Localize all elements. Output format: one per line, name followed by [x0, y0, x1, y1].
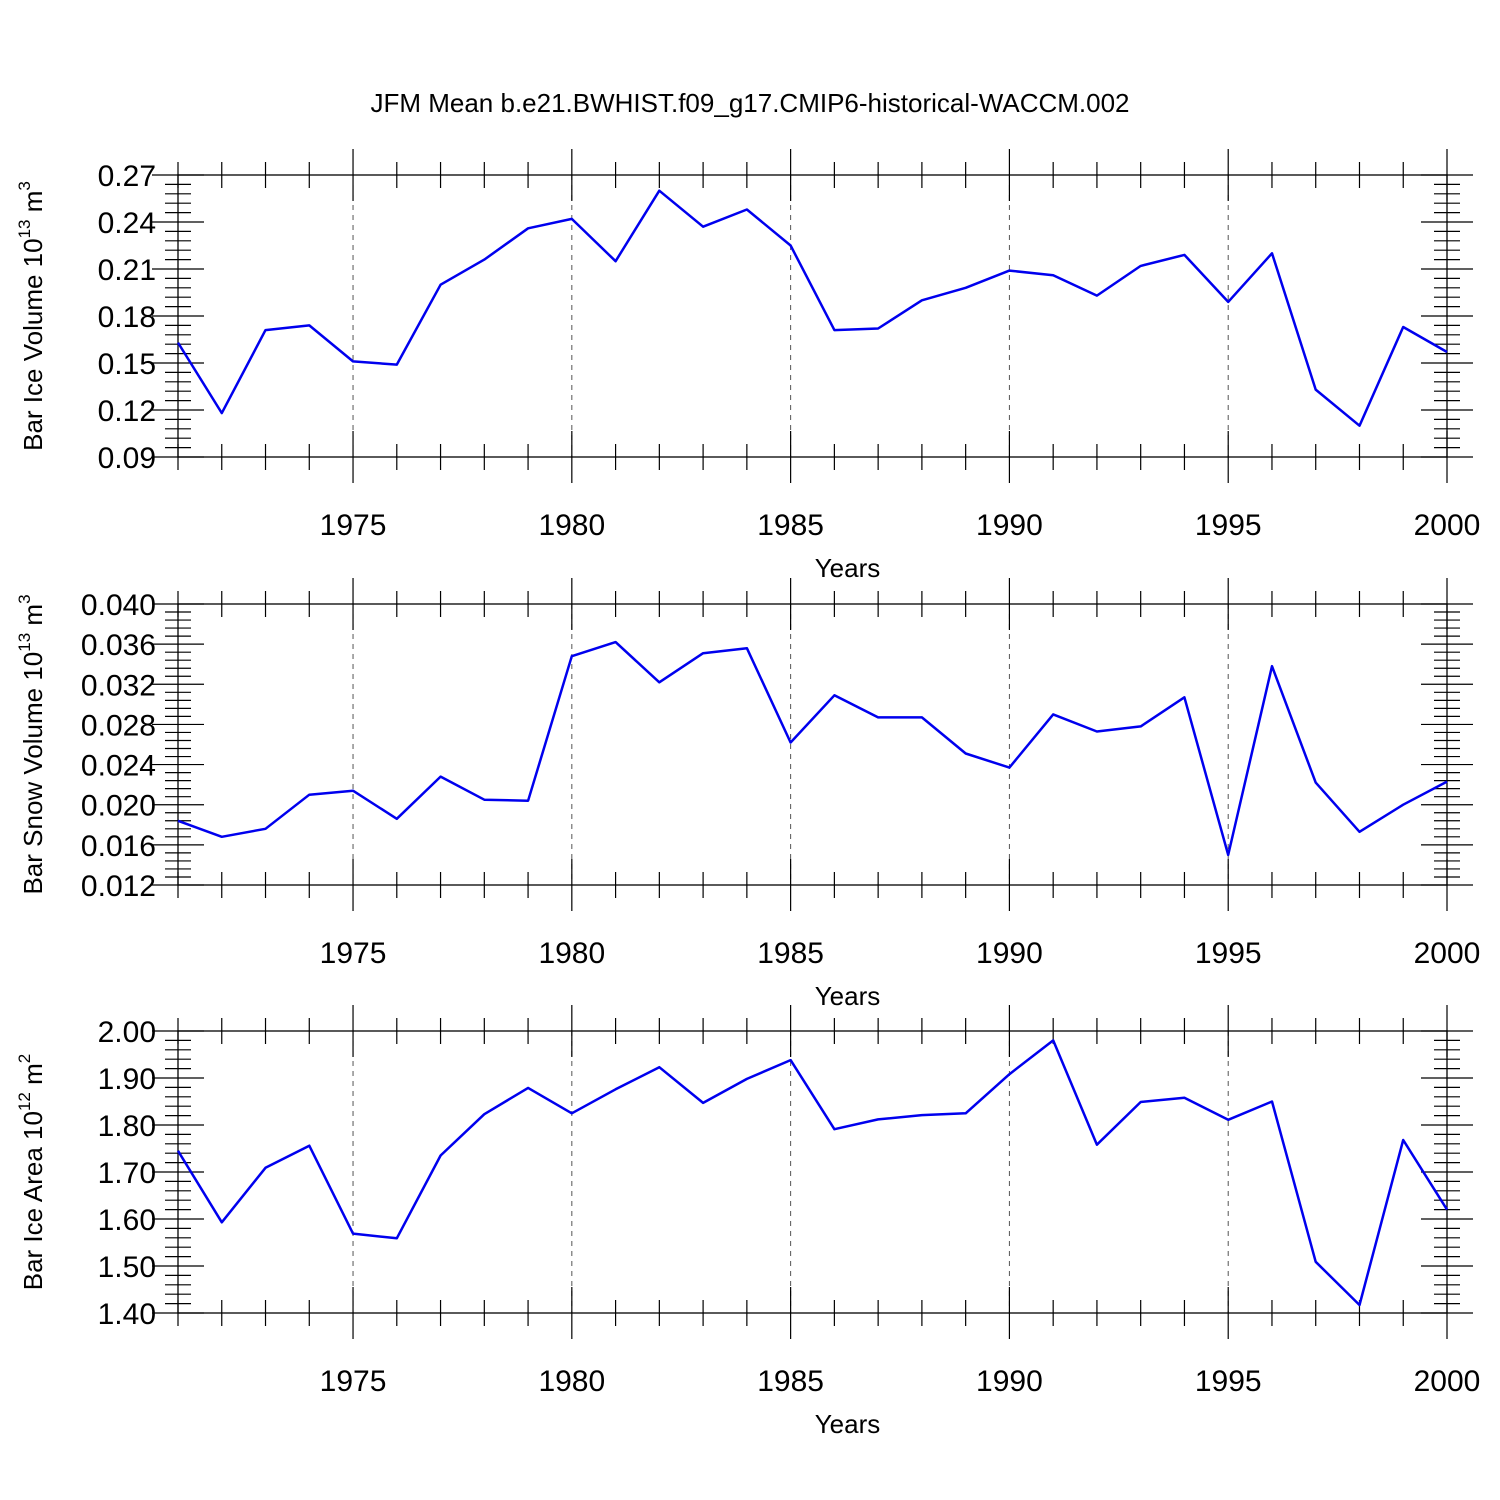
y-tick-label: 0.012 — [81, 870, 156, 903]
x-tick-label: 1985 — [757, 509, 824, 542]
y-tick-label: 0.18 — [98, 301, 156, 334]
y-tick-label: 0.024 — [81, 750, 156, 783]
x-tick-label: 1990 — [976, 509, 1043, 542]
y-tick-label: 0.016 — [81, 830, 156, 863]
panels: 1975 1980 1985 1990 1995 2000 Years 0.09 0.12 0.1… — [15, 149, 1480, 1439]
x-tick-label: 2000 — [1414, 1365, 1481, 1398]
x-tick-label: 2000 — [1414, 937, 1481, 970]
x-axis-label: Years — [815, 1409, 881, 1439]
y-tick-label: 0.21 — [98, 254, 156, 287]
y-tick-label: 0.09 — [98, 442, 156, 475]
x-tick-label: 1985 — [757, 1365, 824, 1398]
x-tick-label: 1990 — [976, 937, 1043, 970]
y-tick-label: 1.40 — [98, 1298, 156, 1331]
y-axis-label: Bar Snow Volume 1013 m3 — [15, 594, 48, 894]
y-tick-label: 0.24 — [98, 207, 156, 240]
y-tick-label: 0.12 — [98, 395, 156, 428]
x-tick-label: 1980 — [538, 509, 605, 542]
y-tick-label: 2.00 — [98, 1016, 156, 1049]
x-tick-label: 1995 — [1195, 937, 1262, 970]
y-tick-label: 0.032 — [81, 669, 156, 702]
x-tick-label: 1990 — [976, 1365, 1043, 1398]
y-tick-label: 0.15 — [98, 348, 156, 381]
x-tick-label: 1975 — [320, 1365, 387, 1398]
figure-title: JFM Mean b.e21.BWHIST.f09_g17.CMIP6-hist… — [370, 88, 1129, 118]
y-tick-label: 0.028 — [81, 709, 156, 742]
plot-frame — [177, 174, 1448, 458]
y-tick-label: 1.60 — [98, 1204, 156, 1237]
data-line-1 — [176, 189, 1448, 427]
x-tick-label: 2000 — [1414, 509, 1481, 542]
plot-frame — [177, 1030, 1448, 1314]
y-tick-label: 1.50 — [98, 1251, 156, 1284]
x-tick-label: 1985 — [757, 937, 824, 970]
x-tick-label: 1980 — [538, 937, 605, 970]
data-line-3 — [176, 1039, 1449, 1307]
y-tick-label: 0.020 — [81, 790, 156, 823]
y-axis-label: Bar Ice Volume 1013 m3 — [15, 181, 48, 451]
y-tick-label: 0.27 — [98, 160, 156, 193]
y-tick-label: 1.80 — [98, 1110, 156, 1143]
panel-2: 1975 1980 1985 1990 1995 2000 Years 0.012 0.016 0… — [15, 578, 1480, 1011]
x-tick-label: 1995 — [1195, 1365, 1262, 1398]
y-tick-label: 0.036 — [81, 629, 156, 662]
x-tick-label: 1975 — [320, 509, 387, 542]
x-axis-label: Years — [815, 981, 881, 1011]
x-axis-label: Years — [815, 553, 881, 583]
plot-frame — [177, 603, 1448, 886]
data-line-2 — [177, 640, 1448, 857]
x-tick-label: 1975 — [320, 937, 387, 970]
y-tick-label: 0.040 — [81, 589, 156, 622]
y-tick-label: 1.90 — [98, 1063, 156, 1096]
panel-1: 1975 1980 1985 1990 1995 2000 Years 0.09 0.12 0.1… — [15, 149, 1480, 583]
y-axis-label: Bar Ice Area 1012 m2 — [15, 1054, 48, 1291]
x-tick-label: 1995 — [1195, 509, 1262, 542]
panel-3: 1975 1980 1985 1990 1995 2000 Years 1.40 1.50 1.6… — [15, 1005, 1480, 1439]
y-tick-label: 1.70 — [98, 1157, 156, 1190]
x-tick-label: 1980 — [538, 1365, 605, 1398]
